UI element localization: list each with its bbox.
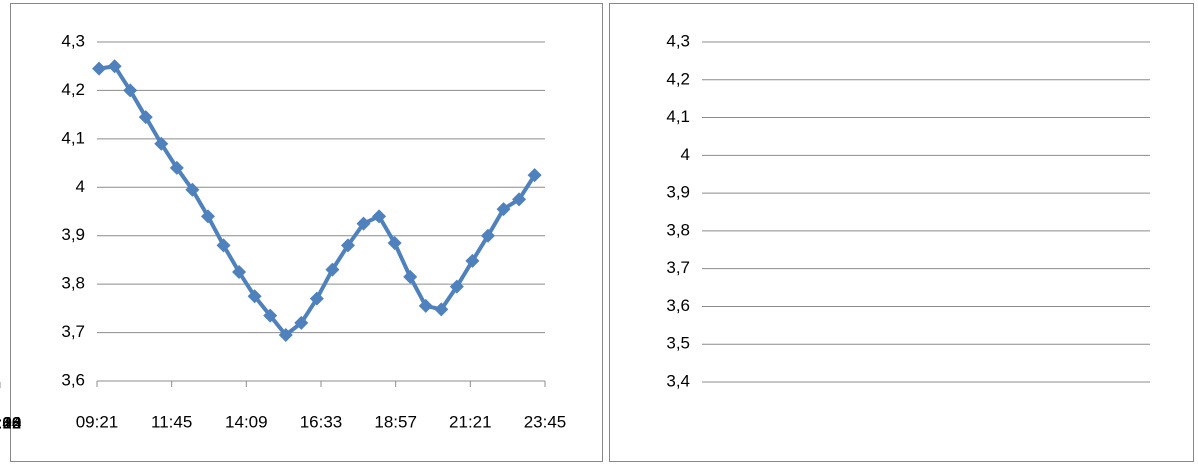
x-tick-label: 21:21 (449, 412, 492, 431)
y-tick-label: 4,1 (666, 107, 690, 126)
x-tick-label: 18:57 (374, 412, 417, 431)
data-point (372, 209, 387, 224)
data-point (449, 279, 464, 294)
y-tick-label: 4,3 (666, 31, 690, 50)
data-point (185, 182, 200, 197)
y-tick-label: 3,8 (666, 220, 690, 239)
y-tick-label: 4,2 (61, 80, 85, 99)
y-tick-label: 4,3 (61, 31, 85, 50)
panel-frame (10, 3, 603, 462)
y-tick-label: 3,5 (666, 334, 690, 353)
data-point (200, 209, 215, 224)
y-tick-label: 3,7 (61, 322, 85, 341)
data-point (232, 265, 247, 280)
x-tick-label: 14:24 (0, 413, 21, 432)
data-point (465, 253, 480, 268)
x-tick-label: 23:45 (524, 412, 567, 431)
data-point (278, 327, 293, 342)
y-tick-label: 4 (76, 177, 85, 196)
data-point (480, 228, 495, 243)
y-tick-label: 3,8 (61, 274, 85, 293)
y-tick-label: 3,7 (666, 258, 690, 277)
y-tick-label: 3,6 (666, 296, 690, 315)
data-point (107, 59, 122, 74)
data-point (216, 238, 231, 253)
data-point (294, 315, 309, 330)
data-point (356, 216, 371, 231)
data-point (496, 202, 511, 217)
y-tick-label: 4 (681, 145, 690, 164)
y-tick-label: 3,9 (666, 183, 690, 202)
data-point (387, 235, 402, 250)
data-point (154, 136, 169, 151)
data-point (92, 61, 107, 76)
x-tick-label: 00:00 (0, 413, 21, 432)
data-point (527, 168, 542, 183)
x-tick-label: 14:09 (225, 412, 268, 431)
x-tick-label: 09:36 (0, 413, 21, 432)
data-point (309, 291, 324, 306)
data-point (263, 308, 278, 323)
y-tick-label: 4,1 (61, 128, 85, 147)
data-point (512, 192, 527, 207)
x-tick-label: 00:00 (0, 413, 21, 432)
x-tick-label: 09:21 (76, 412, 119, 431)
x-tick-label: 04:48 (0, 413, 21, 432)
data-point (138, 110, 153, 125)
x-tick-label: 11:45 (151, 412, 192, 431)
data-point (123, 83, 138, 98)
y-tick-label: 3,9 (61, 225, 85, 244)
x-tick-label: 16:33 (300, 412, 343, 431)
panel-frame (609, 3, 1194, 462)
y-tick-label: 4,2 (666, 69, 690, 88)
data-point (325, 262, 340, 277)
y-tick-label: 3,4 (666, 371, 690, 390)
data-point (434, 302, 449, 317)
data-point (340, 238, 355, 253)
data-point (418, 298, 433, 313)
y-tick-label: 3,6 (61, 370, 85, 389)
data-point (403, 269, 418, 284)
data-point (247, 289, 262, 304)
data-point (169, 160, 184, 175)
x-tick-label: 19:12 (0, 413, 21, 432)
